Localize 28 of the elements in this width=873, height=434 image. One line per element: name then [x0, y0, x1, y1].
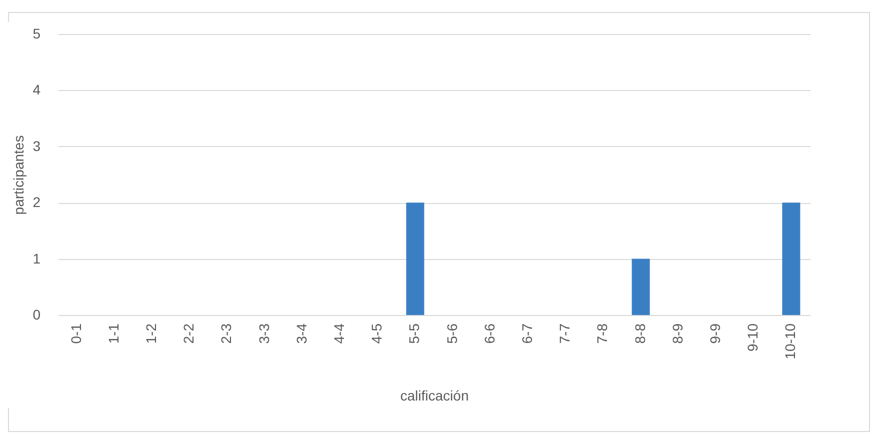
x-tick-label: 7-7: [556, 323, 573, 344]
x-tick-label: 6-6: [481, 323, 498, 344]
x-axis-title: calificación: [400, 387, 469, 404]
x-tick-label: 2-2: [180, 323, 197, 344]
x-tick-label: 0-1: [68, 323, 84, 344]
x-tick-label: 9-10: [744, 323, 761, 352]
x-tick-label: 3-3: [256, 323, 272, 344]
x-tick-label: 7-8: [594, 323, 610, 344]
x-tick-label: 9-9: [707, 323, 723, 344]
x-tick-label: 5-5: [406, 323, 422, 344]
x-tick-label: 3-4: [293, 323, 310, 344]
y-tick-label: 2: [32, 194, 41, 210]
x-tick-label: 5-6: [444, 323, 460, 344]
x-tick-label: 4-4: [331, 323, 347, 344]
x-tick-label: 1-2: [143, 323, 159, 344]
x-tick-label: 2-3: [218, 323, 234, 344]
x-tick-label: 8-9: [669, 323, 686, 344]
y-tick-label: 4: [32, 82, 41, 98]
y-axis-title: participantes: [10, 135, 27, 215]
x-tick-label: 4-5: [368, 323, 385, 344]
x-tick-label: 8-8: [632, 323, 648, 344]
x-tick-label: 10-10: [782, 323, 798, 360]
x-tick-label: 1-1: [105, 323, 122, 344]
y-tick-label: 3: [32, 138, 41, 154]
y-tick-label: 0: [32, 306, 41, 322]
y-tick-label: 1: [32, 250, 41, 266]
y-tick-label: 5: [32, 26, 41, 42]
x-tick-label: 6-7: [519, 323, 535, 344]
